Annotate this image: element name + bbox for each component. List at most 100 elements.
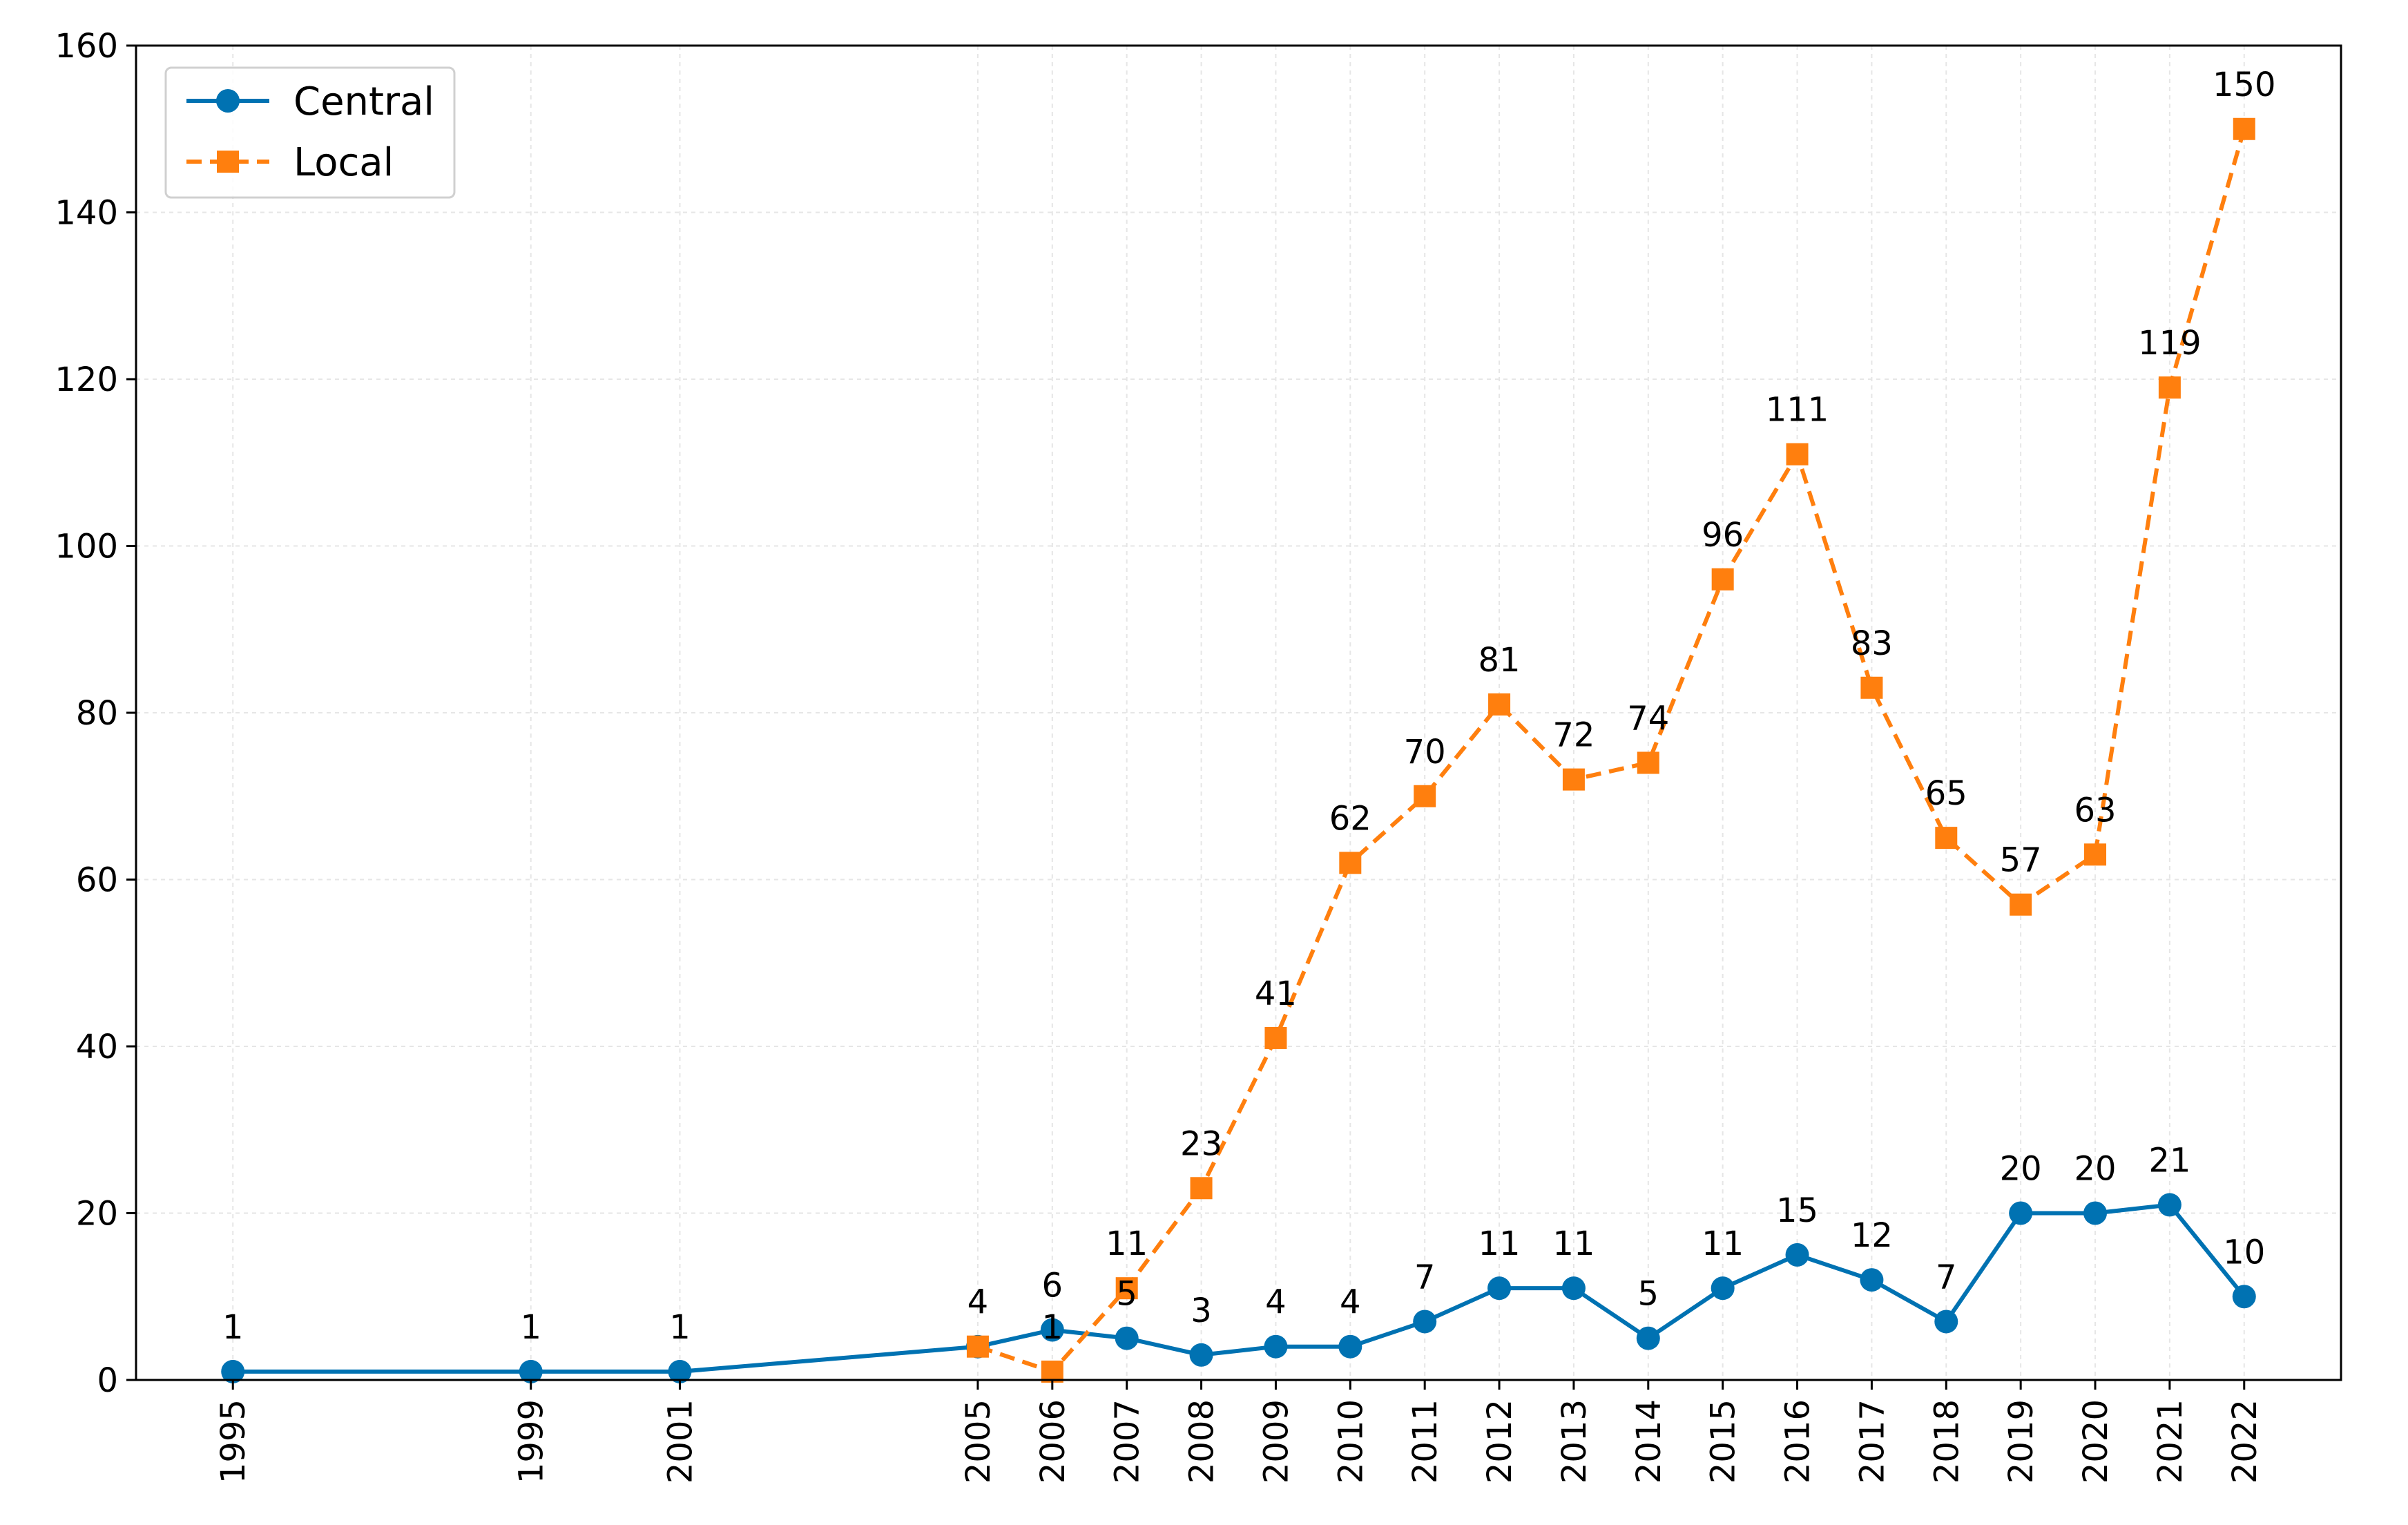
data-label-central-1999: 1 [520, 1308, 541, 1347]
point-central-2010 [1338, 1334, 1362, 1359]
x-tick-label-2015: 2015 [1704, 1399, 1743, 1484]
data-label-local-2008: 23 [1180, 1124, 1222, 1163]
x-tick-label-2021: 2021 [2151, 1399, 2190, 1484]
data-label-central-2021: 21 [2148, 1141, 2190, 1180]
data-label-central-2001: 1 [669, 1308, 691, 1347]
point-central-2014 [1636, 1326, 1660, 1350]
x-tick-label-2007: 2007 [1108, 1399, 1147, 1484]
point-central-2015 [1711, 1276, 1735, 1301]
data-label-central-2014: 5 [1638, 1275, 1659, 1314]
data-label-central-2019: 20 [2000, 1150, 2042, 1189]
legend-label-local: Local [293, 140, 394, 185]
data-label-local-2019: 57 [2000, 841, 2042, 880]
point-central-2009 [1264, 1334, 1288, 1359]
x-tick-label-2013: 2013 [1555, 1399, 1594, 1484]
point-central-1995 [221, 1359, 245, 1383]
point-central-2021 [2157, 1193, 2181, 1217]
point-local-2015 [1711, 568, 1734, 591]
point-local-2014 [1637, 751, 1659, 774]
point-central-2006 [1040, 1318, 1064, 1342]
series-line-local [976, 128, 2246, 1374]
x-tick-label-2012: 2012 [1481, 1399, 1519, 1484]
data-label-local-2020: 63 [2074, 791, 2116, 829]
data-label-central-2009: 4 [1265, 1283, 1287, 1322]
point-local-2005 [966, 1335, 989, 1358]
data-label-central-2011: 7 [1414, 1258, 1436, 1296]
x-tick-label-1995: 1995 [214, 1399, 253, 1484]
data-label-local-2006: 1 [1042, 1308, 1063, 1347]
point-local-2022 [2233, 117, 2255, 140]
data-label-central-2015: 11 [1702, 1225, 1744, 1263]
y-tick-label-100: 100 [55, 528, 118, 566]
x-tick-label-2017: 2017 [1853, 1399, 1891, 1484]
x-tick-label-2005: 2005 [959, 1399, 998, 1484]
x-tick-label-2010: 2010 [1331, 1399, 1370, 1484]
data-label-local-2015: 96 [1702, 516, 1744, 555]
point-central-2017 [1860, 1268, 1884, 1292]
point-central-2012 [1487, 1276, 1512, 1301]
x-tick-label-2011: 2011 [1406, 1399, 1445, 1484]
point-local-2010 [1339, 852, 1362, 874]
data-label-central-2016: 15 [1776, 1191, 1818, 1230]
y-tick-label-40: 40 [76, 1028, 118, 1066]
data-label-central-2008: 3 [1191, 1292, 1212, 1330]
data-label-local-2022: 150 [2213, 66, 2276, 104]
legend-marker-local [217, 151, 239, 173]
point-central-1999 [519, 1359, 543, 1383]
y-tick-label-120: 120 [55, 361, 118, 399]
data-label-central-2022: 10 [2223, 1233, 2265, 1272]
x-tick-label-2020: 2020 [2077, 1399, 2115, 1484]
x-tick-label-2009: 2009 [1257, 1399, 1295, 1484]
x-tick-label-2014: 2014 [1630, 1399, 1668, 1484]
series-layer [221, 117, 2256, 1383]
data-label-central-2007: 5 [1116, 1275, 1137, 1314]
legend: Central Local [164, 66, 456, 199]
point-local-2011 [1414, 785, 1436, 807]
point-local-2017 [1860, 676, 1883, 699]
y-tick-label-160: 160 [55, 27, 118, 66]
data-label-local-2011: 70 [1404, 733, 1446, 771]
data-label-local-2018: 65 [1925, 774, 1967, 813]
x-tick-label-2001: 2001 [661, 1399, 700, 1484]
x-tick-label-2008: 2008 [1183, 1399, 1222, 1484]
point-central-2008 [1189, 1343, 1213, 1367]
y-tick-label-0: 0 [97, 1361, 118, 1400]
data-label-local-2021: 119 [2138, 324, 2202, 363]
point-local-2008 [1190, 1177, 1213, 1200]
data-label-local-2010: 62 [1329, 799, 1371, 838]
point-central-2020 [2083, 1201, 2108, 1225]
point-local-2009 [1264, 1026, 1287, 1049]
x-tick-label-2006: 2006 [1034, 1399, 1072, 1484]
point-local-2021 [2158, 376, 2181, 399]
data-label-local-2016: 111 [1766, 391, 1829, 430]
data-label-local-2007: 11 [1106, 1225, 1148, 1263]
data-label-local-2009: 41 [1255, 975, 1297, 1013]
y-tick-label-60: 60 [76, 861, 118, 900]
point-central-2007 [1115, 1326, 1139, 1350]
data-label-local-2014: 74 [1627, 699, 1669, 738]
data-label-central-2013: 11 [1552, 1225, 1595, 1263]
data-label-central-2020: 20 [2074, 1150, 2116, 1189]
data-label-central-2018: 7 [1936, 1258, 1957, 1296]
x-tick-label-2019: 2019 [2002, 1399, 2041, 1484]
data-label-central-1995: 1 [222, 1308, 244, 1347]
data-label-local-2012: 81 [1478, 641, 1521, 680]
data-label-central-2017: 12 [1851, 1216, 1893, 1255]
point-local-2019 [2010, 893, 2032, 916]
y-tick-label-80: 80 [76, 694, 118, 733]
x-tick-label-2018: 2018 [1927, 1399, 1966, 1484]
point-central-2019 [2009, 1201, 2033, 1225]
y-tick-label-140: 140 [55, 194, 118, 233]
legend-marker-central [216, 89, 240, 113]
point-central-2016 [1785, 1243, 1809, 1267]
point-local-2020 [2084, 843, 2107, 866]
point-local-2013 [1562, 768, 1585, 791]
data-label-local-2005: 4 [967, 1283, 989, 1322]
data-label-central-2005: 4 [967, 1283, 989, 1322]
point-local-2018 [1935, 827, 1958, 850]
x-tick-label-1999: 1999 [512, 1399, 551, 1484]
point-central-2018 [1934, 1310, 1958, 1334]
data-label-local-2013: 72 [1552, 716, 1595, 755]
